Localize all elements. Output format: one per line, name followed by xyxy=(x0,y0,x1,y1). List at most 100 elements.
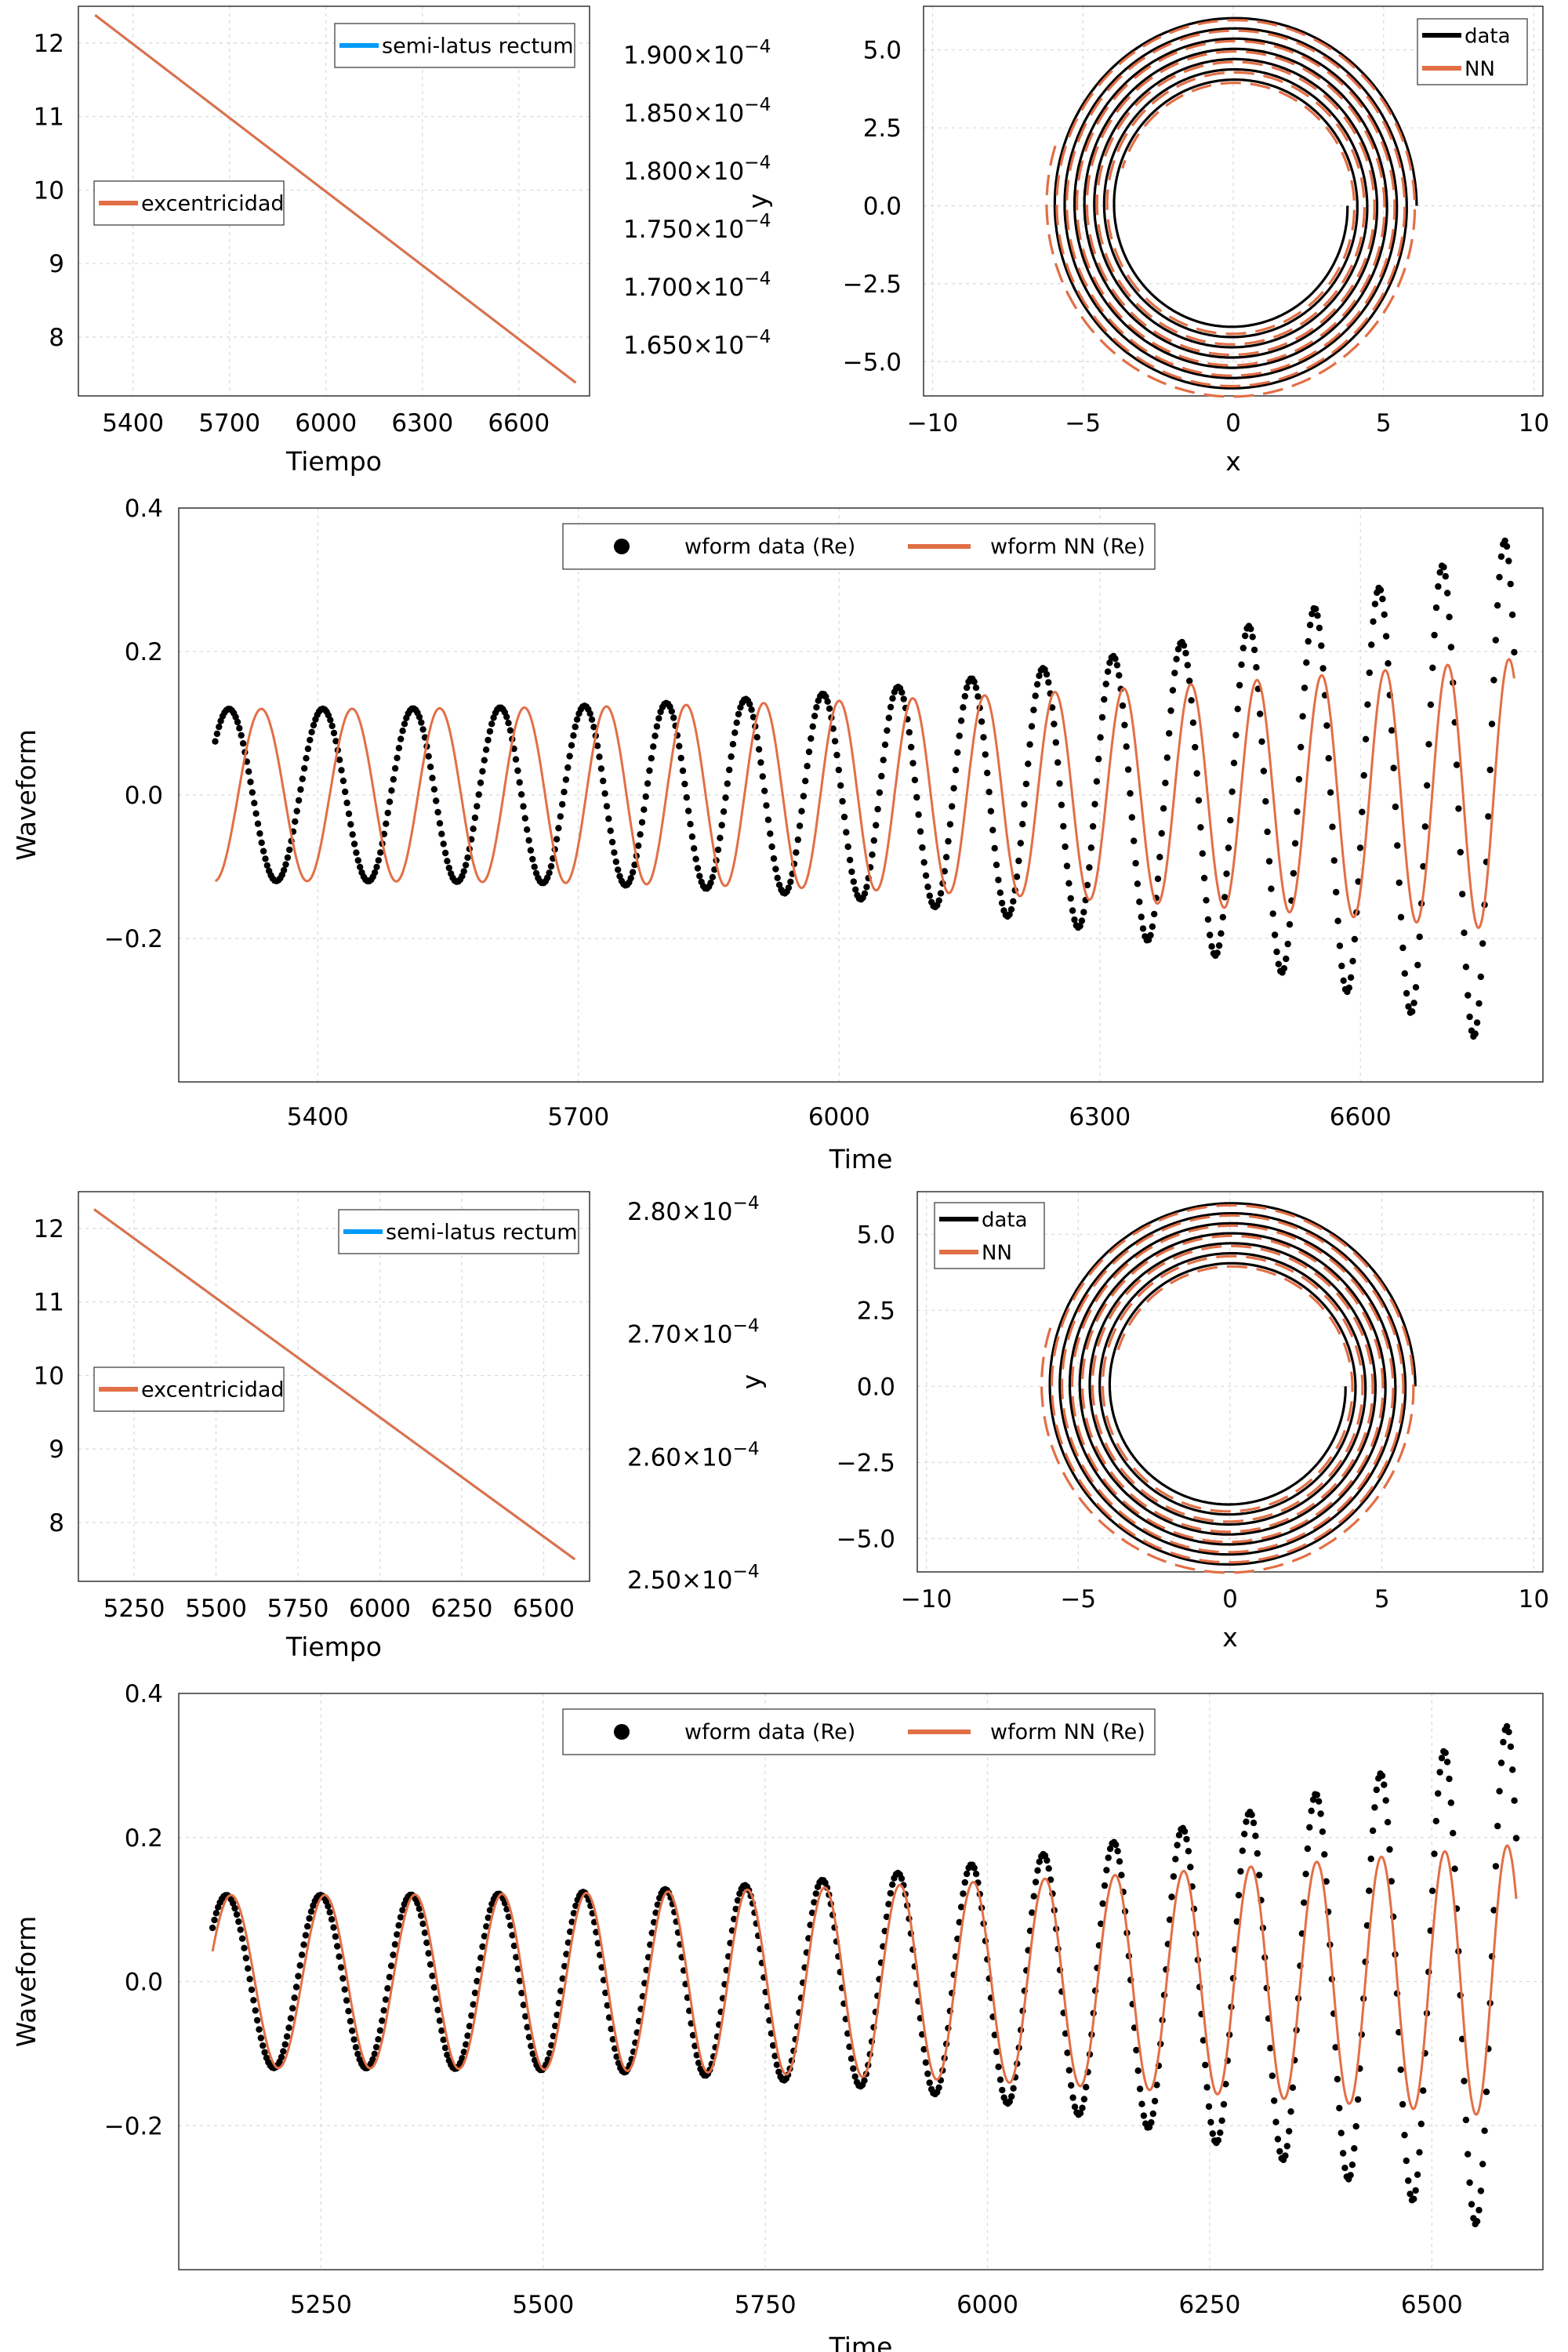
data-point xyxy=(256,830,263,837)
data-point xyxy=(972,684,980,691)
data-point xyxy=(1234,706,1241,713)
data-point xyxy=(1403,2157,1410,2165)
data-point xyxy=(775,2068,782,2075)
data-point xyxy=(1006,911,1013,918)
data-point xyxy=(394,754,401,761)
data-point xyxy=(1006,2098,1014,2105)
data-point xyxy=(1098,1920,1105,1927)
data-point xyxy=(1036,672,1043,680)
data-point xyxy=(1403,989,1410,997)
data-point xyxy=(926,892,934,899)
data-point xyxy=(380,2007,387,2014)
data-point xyxy=(987,808,995,815)
data-point xyxy=(1105,1854,1112,1861)
data-point xyxy=(1174,645,1182,653)
legend-label: wform data (Re) xyxy=(684,535,855,559)
plot-frame xyxy=(178,1693,1544,2270)
data-point xyxy=(438,2027,445,2034)
data-point xyxy=(441,849,449,857)
y-tick-label: 0.2 xyxy=(125,638,163,666)
data-point xyxy=(1420,862,1427,870)
data-point xyxy=(1128,814,1136,821)
data-point xyxy=(1477,2187,1485,2194)
y-tick-label: −5.0 xyxy=(843,348,902,376)
data-point xyxy=(326,1908,333,1916)
data-point xyxy=(1219,913,1227,921)
legend-label: wform data (Re) xyxy=(684,1720,855,1744)
data-point xyxy=(1091,800,1098,808)
x-tick-label: −10 xyxy=(907,409,958,437)
data-point xyxy=(1381,1781,1388,1788)
data-point xyxy=(707,879,714,887)
data-point xyxy=(1500,1738,1507,1746)
data-point xyxy=(980,734,987,741)
data-point xyxy=(1371,1804,1378,1811)
data-point xyxy=(516,779,523,786)
data-point xyxy=(975,693,982,700)
data-point xyxy=(670,714,677,721)
data-point xyxy=(475,1965,482,1973)
data-point xyxy=(1013,873,1021,880)
data-point xyxy=(1473,1019,1481,1026)
data-point xyxy=(1242,632,1249,640)
data-point xyxy=(793,849,800,856)
x-tick-label: 0 xyxy=(1225,409,1241,437)
y-axis-label: y xyxy=(736,1374,767,1390)
data-point xyxy=(1505,1729,1512,1736)
data-point xyxy=(371,2050,378,2057)
data-point xyxy=(432,1995,440,2002)
data-point xyxy=(602,1989,609,1997)
data-point xyxy=(395,745,403,752)
data-point xyxy=(249,789,256,796)
data-point xyxy=(653,723,661,730)
data-point xyxy=(252,810,260,817)
data-point xyxy=(1007,906,1015,913)
data-point xyxy=(371,869,379,877)
data-point xyxy=(887,703,895,711)
data-point xyxy=(1410,2195,1417,2202)
data-point xyxy=(1334,917,1341,924)
data-point xyxy=(1233,1918,1240,1926)
data-point xyxy=(971,1864,978,1871)
nn-wave-line xyxy=(214,658,1515,930)
data-point xyxy=(1166,1916,1174,1923)
data-point xyxy=(474,1977,481,1985)
data-point xyxy=(991,2031,999,2038)
data-point xyxy=(812,1890,820,1897)
data-point xyxy=(1428,1887,1436,1894)
data-point xyxy=(1043,670,1051,678)
data-point xyxy=(325,1903,332,1910)
data-point xyxy=(1490,677,1497,684)
data-point xyxy=(794,836,801,844)
data-point xyxy=(1045,1865,1052,1872)
data-point xyxy=(1076,2110,1084,2117)
data-point xyxy=(805,748,813,756)
data-point xyxy=(993,2048,1000,2056)
data-point xyxy=(898,1875,906,1882)
data-point xyxy=(1289,2084,1297,2091)
data-point xyxy=(1080,2096,1088,2103)
data-point xyxy=(1271,931,1279,938)
data-point xyxy=(593,742,601,750)
data-point xyxy=(342,788,349,796)
data-point xyxy=(1479,2161,1486,2168)
data-point xyxy=(1272,2118,1279,2125)
data-point xyxy=(1034,1867,1041,1874)
data-point xyxy=(1275,960,1283,967)
data-point xyxy=(462,862,470,869)
data-point xyxy=(874,805,881,813)
data-point xyxy=(1351,935,1359,943)
y-right-tick-label: 2.50×10−4 xyxy=(627,1561,760,1595)
data-point xyxy=(1338,2129,1345,2136)
data-point xyxy=(952,767,960,774)
data-point xyxy=(336,1953,343,1960)
data-point xyxy=(1481,2127,1488,2134)
data-point xyxy=(483,1923,490,1930)
data-point xyxy=(1446,613,1453,621)
data-point xyxy=(950,785,957,792)
x-tick-label: 5 xyxy=(1374,1585,1390,1613)
y-tick-label: 10 xyxy=(34,1362,64,1390)
data-point xyxy=(924,2070,931,2078)
data-point xyxy=(505,720,512,727)
data-point xyxy=(375,2036,382,2043)
